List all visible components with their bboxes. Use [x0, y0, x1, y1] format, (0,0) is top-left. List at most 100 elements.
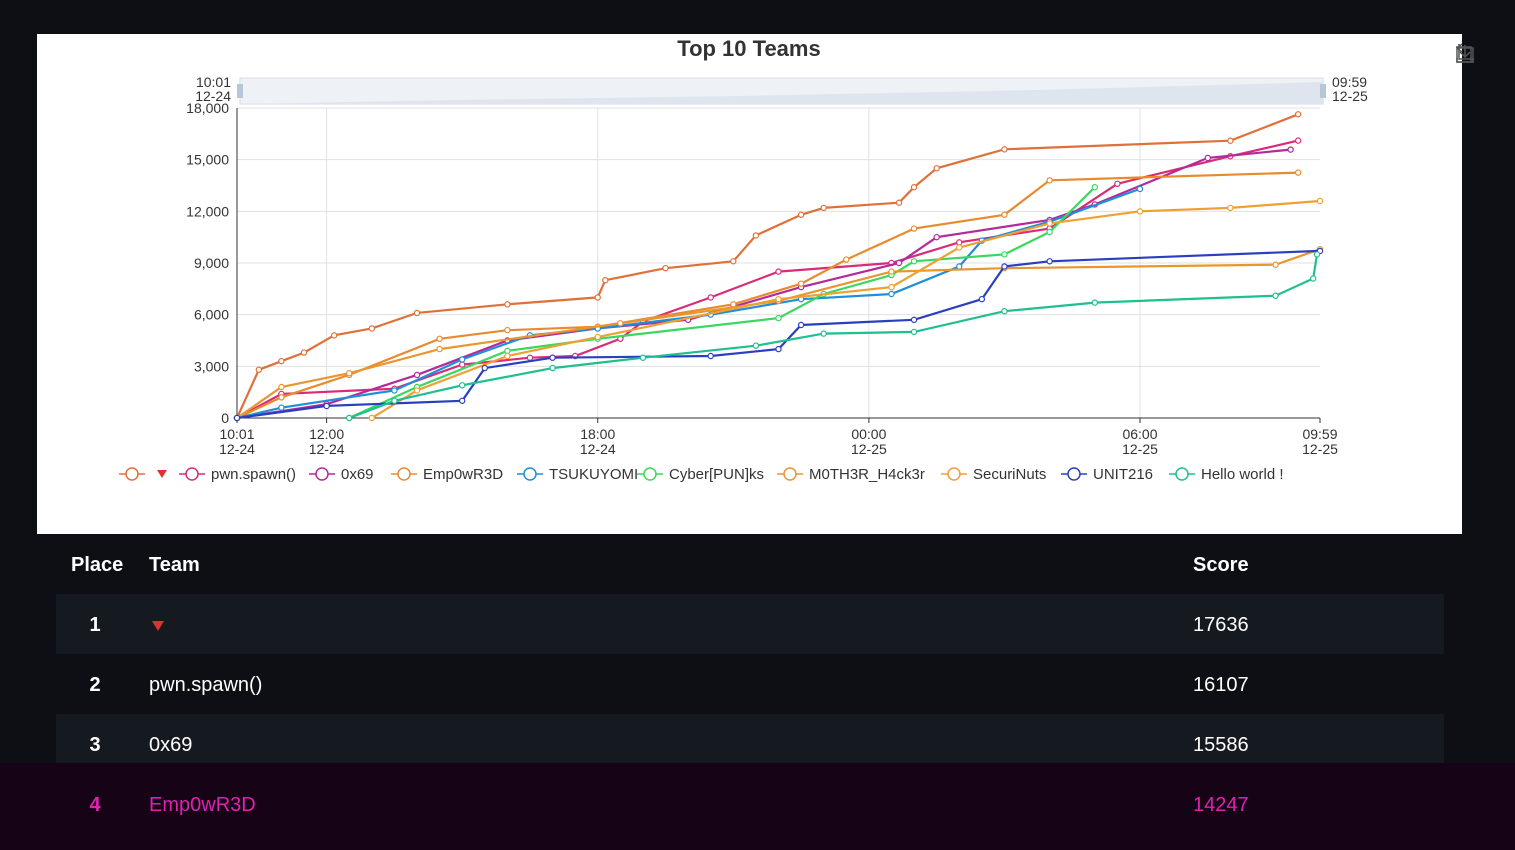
data-point[interactable]	[1091, 184, 1099, 191]
data-point[interactable]	[549, 354, 556, 361]
data-point[interactable]	[330, 332, 338, 339]
data-point[interactable]	[797, 211, 805, 218]
data-point[interactable]	[1316, 197, 1324, 205]
data-point[interactable]	[910, 328, 918, 336]
data-point[interactable]	[1136, 185, 1144, 193]
legend-item-4[interactable]: TSUKUYOMI	[517, 466, 638, 483]
legend-item-9[interactable]: Hello world !	[1169, 466, 1284, 483]
zoom-handle-right[interactable]	[1320, 84, 1326, 98]
data-point[interactable]	[1272, 292, 1279, 299]
legend-item-6[interactable]: M0TH3R_H4ck3r	[777, 466, 925, 483]
data-point[interactable]	[775, 295, 782, 303]
series-line-6[interactable]	[236, 248, 1321, 419]
legend-item-1[interactable]: pwn.spawn()	[179, 466, 296, 483]
data-point[interactable]	[278, 383, 285, 391]
data-point[interactable]	[752, 232, 760, 239]
data-point[interactable]	[1204, 154, 1211, 162]
legend-item-7[interactable]: SecuriNuts	[941, 466, 1046, 483]
data-point[interactable]	[707, 352, 714, 360]
data-point[interactable]	[1294, 169, 1302, 176]
data-point[interactable]	[278, 404, 285, 411]
data-point[interactable]	[775, 345, 782, 353]
data-point[interactable]	[1294, 137, 1302, 144]
series-line-2[interactable]	[236, 148, 1291, 420]
data-point[interactable]	[895, 259, 903, 267]
data-point[interactable]	[730, 258, 737, 265]
data-point[interactable]	[458, 397, 466, 404]
legend-item-3[interactable]: Emp0wR3D	[391, 466, 503, 483]
data-point[interactable]	[278, 357, 285, 365]
data-point[interactable]	[436, 345, 443, 353]
team-cell[interactable]	[149, 614, 164, 637]
data-point[interactable]	[346, 414, 353, 422]
series-line-8[interactable]	[236, 249, 1321, 420]
data-point[interactable]	[1001, 251, 1008, 258]
data-point[interactable]	[910, 184, 918, 191]
data-point[interactable]	[933, 165, 940, 172]
data-point[interactable]	[910, 316, 918, 324]
data-point[interactable]	[323, 402, 330, 410]
data-point[interactable]	[1136, 208, 1144, 215]
data-point[interactable]	[910, 225, 918, 232]
data-point[interactable]	[549, 364, 556, 372]
data-point[interactable]	[594, 294, 601, 301]
series-line-1[interactable]	[236, 139, 1299, 419]
data-point[interactable]	[413, 371, 421, 379]
data-point[interactable]	[391, 397, 398, 404]
data-point[interactable]	[413, 309, 421, 317]
data-point[interactable]	[504, 326, 511, 334]
legend-item-8[interactable]: UNIT216	[1061, 466, 1153, 483]
data-point[interactable]	[752, 342, 760, 349]
data-point[interactable]	[458, 356, 466, 363]
data-point[interactable]	[1114, 180, 1121, 187]
series-line-7[interactable]	[371, 199, 1321, 419]
data-point[interactable]	[1313, 251, 1321, 258]
data-point[interactable]	[1001, 308, 1008, 315]
data-point[interactable]	[1046, 258, 1053, 265]
data-point[interactable]	[775, 268, 782, 275]
data-point[interactable]	[1287, 146, 1294, 153]
data-point[interactable]	[436, 335, 443, 342]
data-point[interactable]	[820, 204, 827, 212]
data-point[interactable]	[1001, 263, 1008, 270]
data-point[interactable]	[888, 290, 895, 298]
data-point[interactable]	[481, 364, 488, 372]
series-line-4[interactable]	[236, 187, 1141, 420]
zoom-handle-left[interactable]	[237, 84, 243, 98]
data-point[interactable]	[504, 347, 511, 355]
data-point[interactable]	[413, 387, 421, 394]
download-icon[interactable]	[1454, 42, 1476, 64]
data-point[interactable]	[775, 314, 782, 322]
data-point[interactable]	[662, 264, 669, 272]
data-point[interactable]	[458, 382, 466, 389]
data-point[interactable]	[933, 233, 940, 241]
legend-item-5[interactable]: Cyber[PUN]ks	[637, 466, 764, 483]
table-row[interactable]: 2 pwn.spawn() 16107	[56, 654, 1444, 714]
data-point[interactable]	[707, 294, 714, 301]
data-point[interactable]	[797, 280, 805, 287]
data-point[interactable]	[956, 244, 963, 251]
data-point[interactable]	[1272, 261, 1279, 268]
data-point[interactable]	[1310, 275, 1317, 282]
data-point[interactable]	[255, 366, 263, 373]
data-point[interactable]	[368, 414, 376, 422]
data-point[interactable]	[526, 354, 534, 361]
data-point[interactable]	[1001, 146, 1008, 153]
data-point[interactable]	[594, 333, 601, 341]
data-point[interactable]	[602, 277, 609, 284]
data-point[interactable]	[820, 330, 827, 337]
data-point[interactable]	[1091, 299, 1099, 306]
data-point[interactable]	[458, 361, 466, 368]
table-row-highlighted[interactable]: 4 Emp0wR3D 14247	[0, 763, 1515, 850]
data-point[interactable]	[1227, 204, 1234, 212]
data-point[interactable]	[843, 256, 850, 263]
team-cell[interactable]: Emp0wR3D	[149, 794, 256, 816]
data-point[interactable]	[639, 354, 647, 361]
data-point[interactable]	[278, 394, 285, 401]
data-point[interactable]	[346, 370, 353, 377]
team-cell[interactable]: 0x69	[149, 734, 193, 756]
data-point[interactable]	[368, 325, 376, 332]
data-point[interactable]	[910, 258, 918, 265]
legend-item-0[interactable]	[119, 467, 167, 481]
data-point[interactable]	[1294, 111, 1302, 118]
